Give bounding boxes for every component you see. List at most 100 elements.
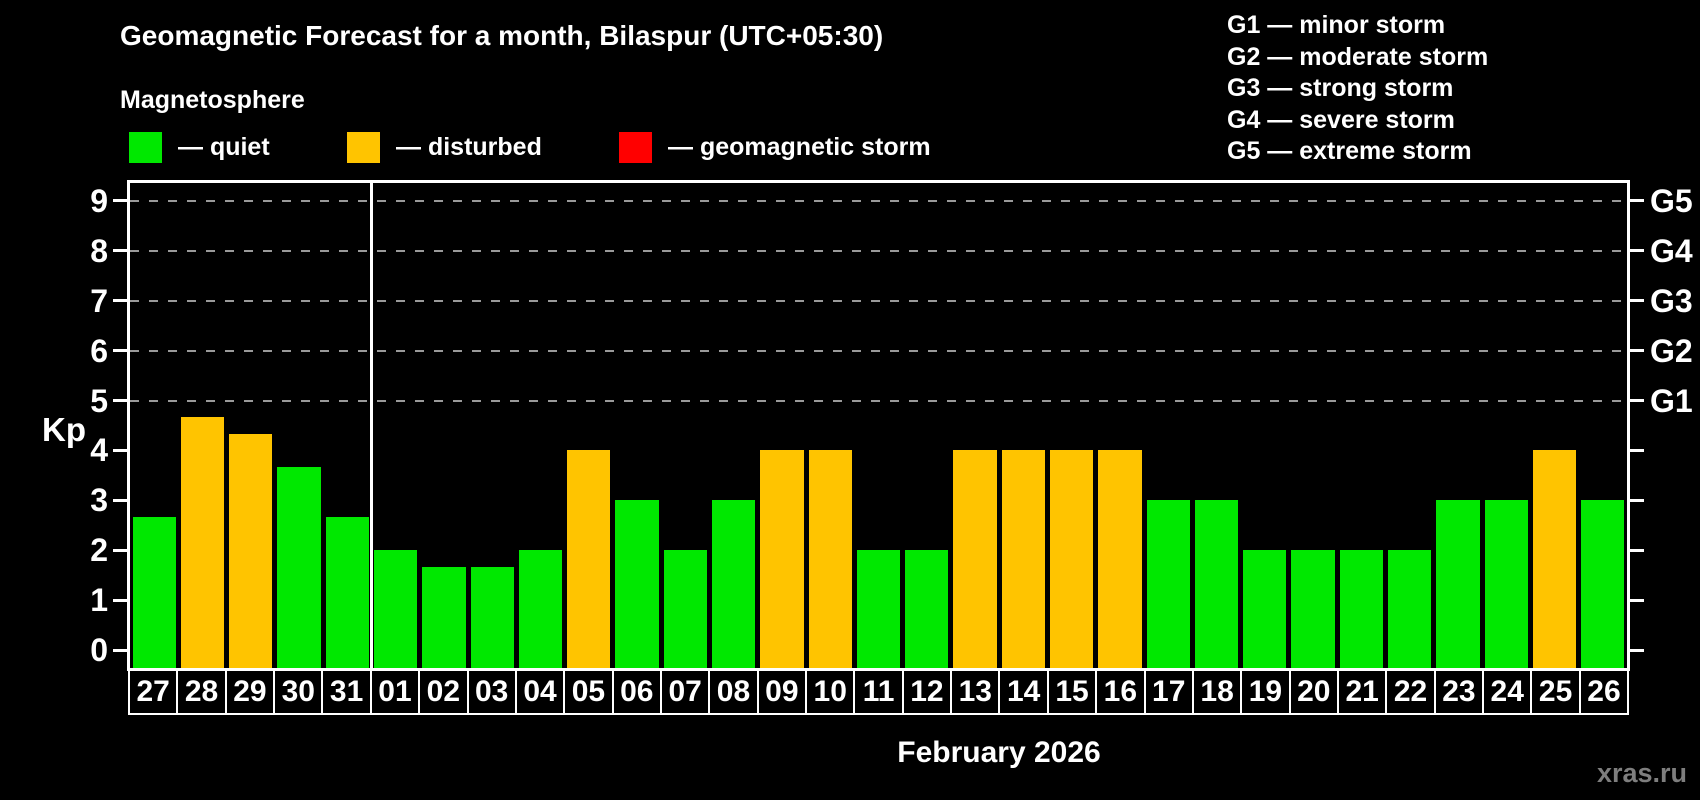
date-box-06: 06 <box>611 669 662 715</box>
month-separator-line <box>369 183 373 668</box>
bar-day-28 <box>180 417 225 668</box>
bar-day-08 <box>711 500 756 668</box>
y-axis-tick-left-4 <box>113 448 127 452</box>
date-box-28: 28 <box>176 669 227 715</box>
y-axis-tick-left-3 <box>113 498 127 502</box>
y-axis-tick-left-6 <box>113 349 127 353</box>
bar-day-13 <box>953 450 997 668</box>
gridline-kp7 <box>130 299 1627 302</box>
bar-day-07 <box>663 550 707 668</box>
chart-title: Geomagnetic Forecast for a month, Bilasp… <box>120 20 884 51</box>
y-axis-tick-right-0 <box>1630 648 1644 652</box>
date-box-20: 20 <box>1288 669 1339 715</box>
storm-legend-line-5: G5 — extreme storm <box>1227 137 1472 166</box>
bar-day-16 <box>1098 450 1142 668</box>
date-box-25: 25 <box>1530 669 1581 715</box>
date-box-14: 14 <box>998 669 1049 715</box>
y-axis-label-7: 7 <box>90 282 108 319</box>
bar-day-14 <box>1001 450 1045 668</box>
bar-day-25 <box>1532 450 1577 668</box>
date-box-16: 16 <box>1095 669 1146 715</box>
date-box-19: 19 <box>1240 669 1291 715</box>
bar-day-30 <box>277 466 321 668</box>
y-axis-label-5: 5 <box>90 382 108 419</box>
storm-legend-line-1: G1 — minor storm <box>1227 11 1446 39</box>
date-box-11: 11 <box>853 669 904 715</box>
gridline-kp6 <box>130 349 1627 352</box>
date-box-17: 17 <box>1143 669 1194 715</box>
storm-legend-line-4: G4 — severe storm <box>1227 105 1455 134</box>
date-box-10: 10 <box>805 669 856 715</box>
storm-legend-line-3: G3 — strong storm <box>1227 74 1454 103</box>
watermark: xras.ru <box>1596 758 1687 788</box>
date-box-03: 03 <box>466 669 517 715</box>
date-box-02: 02 <box>418 669 469 715</box>
y-axis-tick-left-2 <box>113 548 127 552</box>
legend-label-disturbed: — disturbed <box>396 132 542 161</box>
date-box-21: 21 <box>1336 669 1388 715</box>
legend-swatch-quiet <box>129 131 162 163</box>
bar-day-10 <box>808 450 852 668</box>
legend-swatch-storm <box>619 131 652 163</box>
y-axis-tick-left-5 <box>113 399 127 403</box>
bar-day-01 <box>373 550 418 668</box>
bar-day-22 <box>1388 550 1432 668</box>
bar-day-12 <box>905 550 949 668</box>
right-axis-label-G1: G1 <box>1650 382 1693 419</box>
y-axis-title: Kp <box>42 411 86 448</box>
y-axis-tick-right-5 <box>1630 399 1644 403</box>
bar-day-15 <box>1050 450 1094 668</box>
bar-day-23 <box>1436 500 1480 668</box>
date-box-24: 24 <box>1482 669 1533 715</box>
date-box-29: 29 <box>224 669 276 715</box>
y-axis-tick-left-7 <box>113 299 127 303</box>
bar-day-24 <box>1484 500 1528 668</box>
bar-day-19 <box>1243 550 1287 668</box>
gridline-kp9 <box>130 199 1627 202</box>
date-box-18: 18 <box>1191 669 1243 715</box>
bar-day-11 <box>856 550 901 668</box>
legend-label-quiet: — quiet <box>178 132 270 161</box>
magnetosphere-label: Magnetosphere <box>120 86 305 114</box>
y-axis-tick-right-6 <box>1630 349 1644 353</box>
bar-day-31 <box>325 516 369 668</box>
bar-day-06 <box>615 500 659 668</box>
y-axis-label-9: 9 <box>90 182 108 219</box>
y-axis-tick-right-9 <box>1630 199 1644 203</box>
date-box-08: 08 <box>708 669 759 715</box>
right-axis-label-G4: G4 <box>1650 232 1693 269</box>
date-box-26: 26 <box>1578 669 1630 715</box>
bar-day-27 <box>132 516 176 668</box>
date-box-22: 22 <box>1385 669 1436 715</box>
bar-day-21 <box>1339 550 1384 668</box>
y-axis-label-3: 3 <box>90 482 108 519</box>
date-box-04: 04 <box>514 669 566 715</box>
y-axis-label-8: 8 <box>90 232 108 269</box>
date-box-05: 05 <box>563 669 614 715</box>
date-box-07: 07 <box>659 669 711 715</box>
date-box-27: 27 <box>128 669 179 715</box>
date-box-23: 23 <box>1433 669 1485 715</box>
date-box-09: 09 <box>756 669 808 715</box>
y-axis-label-1: 1 <box>90 582 108 619</box>
bar-day-03 <box>470 566 514 668</box>
right-axis-label-G3: G3 <box>1650 282 1693 319</box>
legend-label-storm: — geomagnetic storm <box>668 132 931 161</box>
date-box-12: 12 <box>901 669 953 715</box>
bar-day-29 <box>229 433 273 668</box>
legend-item-disturbed: — disturbed <box>347 130 542 164</box>
y-axis-tick-right-8 <box>1630 249 1644 253</box>
y-axis-tick-left-9 <box>113 199 127 203</box>
bar-day-20 <box>1291 550 1335 668</box>
x-axis-month-caption: February 2026 <box>897 736 1101 769</box>
y-axis-tick-right-1 <box>1630 598 1644 602</box>
gridline-kp8 <box>130 249 1627 252</box>
y-axis-label-0: 0 <box>90 632 108 669</box>
y-axis-tick-right-2 <box>1630 548 1644 552</box>
right-axis-label-G5: G5 <box>1650 182 1693 219</box>
bar-day-05 <box>567 450 611 668</box>
bar-day-17 <box>1146 500 1190 668</box>
date-box-15: 15 <box>1046 669 1098 715</box>
bar-day-09 <box>760 450 804 668</box>
right-axis-label-G2: G2 <box>1650 332 1693 369</box>
